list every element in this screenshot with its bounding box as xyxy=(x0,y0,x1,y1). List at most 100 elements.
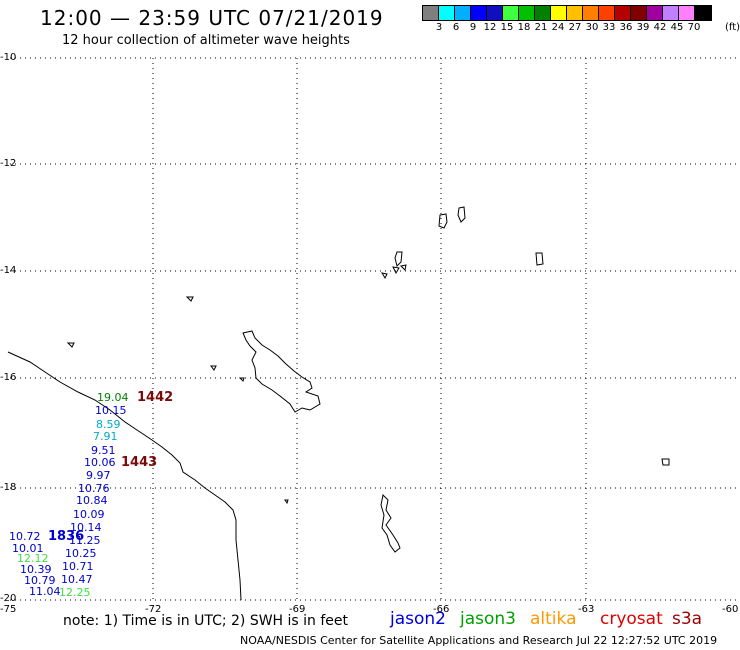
wave-height-color-scale xyxy=(422,5,712,21)
color-scale-label: 21 xyxy=(534,22,548,33)
color-scale-label: 39 xyxy=(636,22,650,33)
page-subtitle: 12 hour collection of altimeter wave hei… xyxy=(62,33,350,48)
wave-height-value: 10.09 xyxy=(73,508,105,521)
island-coastline-12 xyxy=(238,377,245,382)
wave-height-value: 10.14 xyxy=(70,521,102,534)
wave-height-value: 10.01 xyxy=(12,542,44,555)
lon-label: -72 xyxy=(145,604,162,615)
color-scale-swatch xyxy=(599,6,615,20)
color-scale-swatch xyxy=(647,6,663,20)
color-scale-swatch xyxy=(455,6,471,20)
color-scale-label: 6 xyxy=(452,22,460,33)
color-scale-label: 24 xyxy=(551,22,565,33)
lat-label: -16 xyxy=(0,372,17,383)
page-title: 12:00 — 23:59 UTC 07/21/2019 xyxy=(40,6,384,30)
wave-height-value: 11.04 xyxy=(29,585,61,598)
color-scale-swatch xyxy=(471,6,487,20)
island-coastline-8 xyxy=(380,272,388,280)
coastlines xyxy=(7,206,670,601)
wave-height-value: 9.51 xyxy=(91,444,116,457)
color-scale-swatch xyxy=(567,6,583,20)
island-coastline-6 xyxy=(392,266,400,275)
color-scale-label: 9 xyxy=(469,22,477,33)
color-scale-label: 70 xyxy=(687,22,701,33)
color-scale-swatch xyxy=(679,6,695,20)
wave-height-value: 10.15 xyxy=(95,404,127,417)
color-scale-swatch xyxy=(551,6,567,20)
color-scale-swatch xyxy=(535,6,551,20)
color-scale-swatch xyxy=(439,6,455,20)
color-scale-label: 30 xyxy=(585,22,599,33)
wave-height-value: 10.39 xyxy=(20,563,52,576)
lon-label: -75 xyxy=(0,604,17,615)
wave-height-value: 11.25 xyxy=(69,534,101,547)
lon-label: -63 xyxy=(578,604,595,615)
legend-altika: altika xyxy=(530,609,577,629)
wave-height-value: 10.79 xyxy=(24,574,56,587)
wave-height-value: 19.04 xyxy=(97,391,129,404)
credit-line: NOAA/NESDIS Center for Satellite Applica… xyxy=(240,634,718,647)
wave-height-value: 10.71 xyxy=(62,560,94,573)
lat-label: -14 xyxy=(0,265,17,276)
wave-height-value: 9.97 xyxy=(86,469,111,482)
color-scale-swatch xyxy=(583,6,599,20)
footer-note: note: 1) Time is in UTC; 2) SWH is in fe… xyxy=(63,613,349,629)
wave-height-value: 7.91 xyxy=(93,430,118,443)
color-scale-swatch xyxy=(503,6,519,20)
wave-height-value: 12.12 xyxy=(17,552,49,565)
island-coastline-3 xyxy=(457,206,466,223)
legend-jason3: jason3 xyxy=(460,609,516,629)
pass-time-label: 1442 xyxy=(137,390,174,405)
south-america-coastline xyxy=(7,351,242,601)
color-scale-label: 3 xyxy=(435,22,443,33)
lon-label: -60 xyxy=(722,604,739,615)
color-scale-swatch xyxy=(615,6,631,20)
legend-jason2: jason2 xyxy=(390,609,446,629)
wave-height-value: 10.84 xyxy=(76,494,108,507)
island-coastline-9 xyxy=(185,296,194,302)
island-coastline-14 xyxy=(284,499,289,505)
color-scale-label: 36 xyxy=(619,22,633,33)
color-scale-label: 33 xyxy=(602,22,616,33)
color-scale-label: 27 xyxy=(568,22,582,33)
wave-height-value: 8.59 xyxy=(96,418,121,431)
lat-label: -20 xyxy=(0,593,17,604)
color-scale-unit: (ft) xyxy=(725,22,740,33)
color-scale-label: 15 xyxy=(500,22,514,33)
map-gridlines xyxy=(10,57,736,600)
wave-height-value: 12.25 xyxy=(59,586,91,599)
color-scale-swatch xyxy=(487,6,503,20)
lat-label: -12 xyxy=(0,158,17,169)
color-scale-swatch xyxy=(631,6,647,20)
color-scale-label: 42 xyxy=(653,22,667,33)
color-scale-swatch xyxy=(663,6,679,20)
color-scale-swatch xyxy=(695,6,711,20)
pass-time-label: 1443 xyxy=(121,455,158,470)
island-coastline-1 xyxy=(380,493,401,553)
wave-height-value: 10.47 xyxy=(61,573,93,586)
color-scale-label: 45 xyxy=(670,22,684,33)
wave-height-value: 10.76 xyxy=(78,482,110,495)
lon-label: -69 xyxy=(289,604,306,615)
color-scale-swatch xyxy=(423,6,439,20)
lon-label: -66 xyxy=(433,604,450,615)
island-coastline-4 xyxy=(535,252,544,266)
color-scale-label: 18 xyxy=(517,22,531,33)
lat-label: -18 xyxy=(0,482,17,493)
wave-height-value: 10.06 xyxy=(84,456,116,469)
island-coastline-5 xyxy=(394,251,403,267)
island-coastline-10 xyxy=(66,342,75,348)
hispaniola-coastline xyxy=(242,330,321,413)
wave-height-value: 10.72 xyxy=(9,530,41,543)
wave-height-value: 10.25 xyxy=(65,547,97,560)
pass-time-label: 1836 xyxy=(48,529,85,544)
island-coastline-7 xyxy=(399,264,407,272)
island-coastline-13 xyxy=(661,458,670,466)
island-coastline-2 xyxy=(438,213,448,229)
lat-label: -10 xyxy=(0,52,17,63)
legend-s3a: s3a xyxy=(672,609,703,629)
color-scale-label: 12 xyxy=(483,22,497,33)
island-coastline-11 xyxy=(210,365,217,371)
legend-cryosat: cryosat xyxy=(600,609,663,629)
